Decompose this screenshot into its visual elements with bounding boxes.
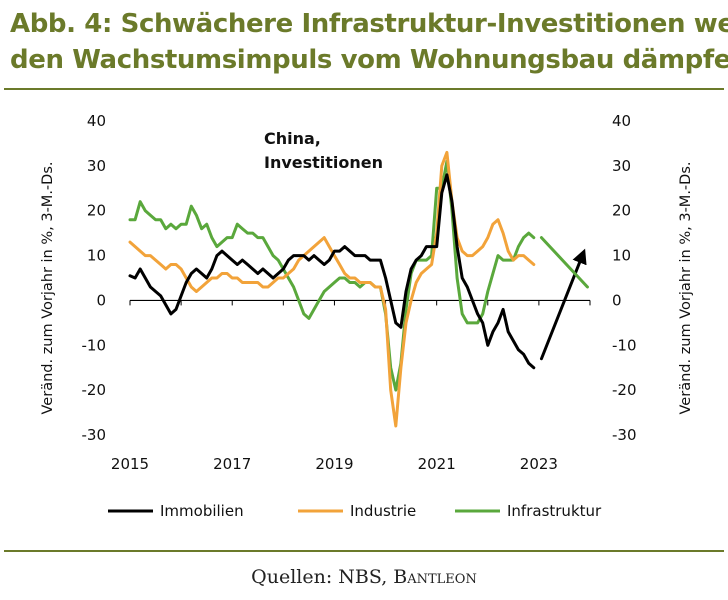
series-line-industrie xyxy=(128,150,536,428)
y-tick-label-left: 40 xyxy=(87,112,106,130)
series-line-infrastruktur xyxy=(128,159,536,392)
source-note: Quellen: NBS, Bantleon xyxy=(0,566,728,588)
top-rule xyxy=(4,88,724,90)
chart-annotation: China, Investitionen xyxy=(264,129,383,172)
x-tick-label: 2019 xyxy=(315,455,353,473)
y-tick-label-left: -10 xyxy=(82,336,107,354)
y-tick-label-left: 30 xyxy=(87,157,106,175)
y-axis-title-left: Veränd. zum Vorjahr in %, 3-M.-Ds. xyxy=(40,162,56,415)
legend-item-industrie: Industrie xyxy=(298,502,416,520)
chart-annotation-line: Investitionen xyxy=(264,153,383,172)
series-line-immobilien xyxy=(128,173,536,370)
y-tick-label-left: 0 xyxy=(96,291,106,309)
x-tick-label: 2021 xyxy=(418,455,456,473)
y-tick-label-right: 10 xyxy=(612,247,631,265)
x-tick-label: 2023 xyxy=(520,455,558,473)
y-tick-label-left: 20 xyxy=(87,202,106,220)
y-tick-label-right: -30 xyxy=(612,426,637,444)
y-axis-title-right: Veränd. zum Vorjahr in %, 3-M.-Ds. xyxy=(678,162,694,415)
x-tick-label: 2017 xyxy=(213,455,251,473)
chart-title-line-2: den Wachstumsimpuls vom Wohnungsbau dämp… xyxy=(10,45,728,75)
y-tick-label-right: 20 xyxy=(612,202,631,220)
chart-title: Abb. 4: Schwächere Infrastruktur-Investi… xyxy=(10,6,728,78)
projection-infrastruktur xyxy=(539,236,589,289)
legend-item-immobilien: Immobilien xyxy=(108,502,244,520)
y-tick-label-right: 40 xyxy=(612,112,631,130)
projection-immobilien xyxy=(539,248,587,361)
source-prefix: Quellen: NBS, xyxy=(251,566,394,588)
y-tick-label-left: 10 xyxy=(87,247,106,265)
legend-label: Immobilien xyxy=(160,502,244,520)
investment-chart: 40 40 30 30 20 20 10 10 0 0 -10 -10 -20 -20 -30 -30 Verä… xyxy=(40,112,694,520)
y-tick-label-left: -20 xyxy=(82,381,107,399)
x-tick-label: 2015 xyxy=(111,455,149,473)
legend-label: Infrastruktur xyxy=(507,502,602,520)
legend-label: Industrie xyxy=(350,502,416,520)
bottom-rule xyxy=(4,550,724,552)
legend-item-infrastruktur: Infrastruktur xyxy=(455,502,602,520)
y-tick-label-right: -20 xyxy=(612,381,637,399)
chart-annotation-line: China, xyxy=(264,129,321,148)
y-tick-label-right: -10 xyxy=(612,336,637,354)
chart-title-line-1: Abb. 4: Schwächere Infrastruktur-Investi… xyxy=(10,9,728,39)
source-brand: Bantleon xyxy=(393,566,477,588)
y-tick-label-right: 30 xyxy=(612,157,631,175)
y-tick-label-right: 0 xyxy=(612,291,622,309)
y-tick-label-left: -30 xyxy=(82,426,107,444)
